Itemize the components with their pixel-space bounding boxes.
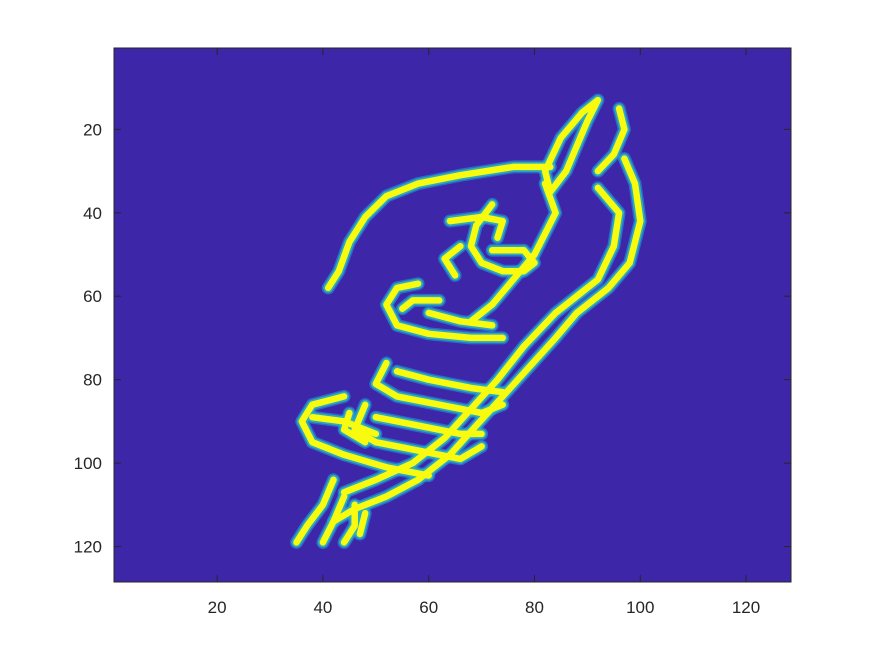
y-tick-label: 120 bbox=[74, 538, 102, 557]
x-tick-label: 60 bbox=[419, 598, 438, 617]
outline-stroke-2-12 bbox=[372, 359, 506, 417]
outline-stroke-2-5 bbox=[467, 180, 559, 325]
outline-stroke-2-10 bbox=[399, 297, 443, 312]
x-axis: 20 40 60 80 100 120 bbox=[208, 48, 760, 617]
y-tick-label: 40 bbox=[83, 204, 102, 223]
outline-stroke-2-13 bbox=[393, 368, 506, 396]
outline-stroke-2-4 bbox=[324, 163, 554, 292]
outline-stroke-2-3 bbox=[340, 184, 623, 496]
outline-stroke-2-6 bbox=[467, 201, 538, 275]
y-tick-label: 80 bbox=[83, 371, 102, 390]
outline-stroke-2-22 bbox=[356, 509, 369, 538]
outline-stroke-2-19 bbox=[293, 476, 337, 546]
y-axis: 20 40 60 80 100 120 bbox=[74, 120, 791, 557]
y-tick-label: 60 bbox=[83, 287, 102, 306]
x-tick-label: 120 bbox=[732, 598, 760, 617]
y-tick-label: 100 bbox=[74, 454, 102, 473]
outline-stroke-2-16 bbox=[298, 393, 432, 479]
axes-frame bbox=[113, 47, 792, 583]
outline-stroke-2-21 bbox=[340, 501, 358, 546]
outline-stroke-2-1 bbox=[594, 105, 628, 175]
outline-stroke-2-8 bbox=[441, 242, 464, 279]
outline-stroke-2-18 bbox=[340, 409, 369, 446]
outline-stroke-2-11 bbox=[425, 309, 496, 329]
x-tick-label: 80 bbox=[525, 598, 544, 617]
outline-stroke-2-20 bbox=[319, 493, 348, 546]
x-tick-label: 100 bbox=[626, 598, 654, 617]
outline-stroke-2-7 bbox=[446, 213, 506, 242]
x-tick-label: 20 bbox=[208, 598, 227, 617]
outline-stroke-2-9 bbox=[383, 280, 506, 342]
plot-area bbox=[113, 47, 792, 583]
outline-stroke-2-2 bbox=[330, 155, 644, 525]
outline-stroke-2-15 bbox=[372, 413, 485, 438]
y-tick-label: 20 bbox=[83, 120, 102, 139]
edge-outline bbox=[290, 93, 647, 549]
x-tick-label: 40 bbox=[313, 598, 332, 617]
